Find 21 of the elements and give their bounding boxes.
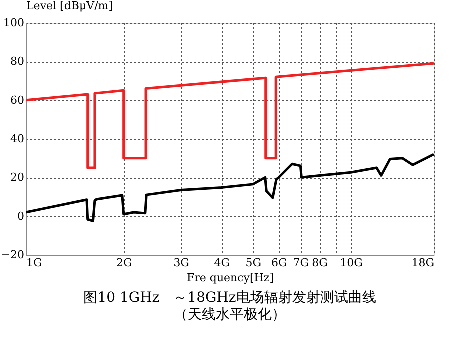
y-tick-label: 40 bbox=[10, 132, 24, 146]
text: 图10 1GHz ～18GHz电场辐射发射测试曲线 bbox=[84, 290, 376, 306]
y-tick-label: 20 bbox=[10, 171, 24, 184]
x-tick-label: 2G bbox=[116, 256, 132, 270]
x-tick-label: 6G bbox=[272, 256, 288, 270]
x-axis-title: Fre quency[Hz] bbox=[187, 272, 274, 284]
text: （天线水平极化） bbox=[174, 307, 286, 323]
y-tick-label: 60 bbox=[10, 94, 24, 107]
x-tick-label: 5G bbox=[246, 256, 262, 270]
y-axis-title: Level [dBμV/m] bbox=[26, 0, 113, 12]
x-tick-label: 10G bbox=[340, 256, 363, 270]
y-tick-label: 80 bbox=[10, 55, 24, 68]
y-tick-label: 0 bbox=[18, 210, 24, 223]
y-tick-label: 100 bbox=[4, 16, 24, 30]
x-tick-label: 3G bbox=[174, 256, 190, 270]
x-tick-label: 18G bbox=[412, 256, 434, 270]
x-tick-label: 8G bbox=[312, 256, 328, 270]
x-tick-label: 7G bbox=[293, 256, 310, 270]
y-tick-label: −20 bbox=[1, 248, 24, 262]
x-tick-label: 4G bbox=[214, 256, 230, 270]
x-tick-label: 1G bbox=[26, 256, 42, 270]
